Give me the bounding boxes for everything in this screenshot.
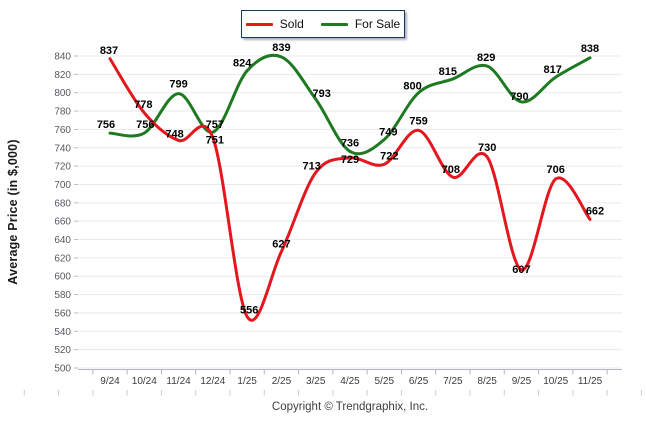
x-tick-label: 9/25 [512,376,532,387]
for-sale-value-label: 817 [544,64,562,76]
for-sale-value-label: 829 [477,52,495,64]
y-tick-label: 600 [54,272,71,283]
y-tick-label: 660 [54,217,71,228]
y-tick-label: 720 [54,162,71,173]
for-sale-line-swatch-icon [320,22,348,26]
sold-value-label: 729 [341,154,359,166]
y-tick-label: 780 [54,107,71,118]
y-tick-label: 560 [54,308,71,319]
x-tick-label: 3/25 [306,376,326,387]
y-tick-label: 680 [54,198,71,209]
y-axis-title: Average Price (in $,000) [6,139,20,284]
sold-value-label: 607 [512,264,530,276]
x-tick-label: 10/24 [132,376,157,387]
for-sale-value-label: 799 [169,79,187,91]
sold-value-label: 713 [303,161,321,173]
copyright-text: Copyright © Trendgraphix, Inc. [271,401,429,413]
y-tick-label: 740 [54,143,71,154]
for-sale-value-label: 790 [510,91,528,103]
for-sale-value-label: 815 [439,66,457,78]
sold-value-label: 627 [272,238,290,250]
y-tick-label: 580 [54,290,71,301]
y-tick-label: 820 [54,70,71,81]
sold-line-swatch-icon [245,22,273,26]
sold-value-label: 662 [586,205,604,217]
for-sale-value-label: 839 [272,42,290,54]
y-tick-label: 500 [54,364,71,375]
y-tick-label: 760 [54,125,71,136]
x-tick-label: 12/24 [200,376,225,387]
x-tick-label: 10/25 [543,376,568,387]
legend: Sold For Sale [241,10,405,38]
for-sale-value-label: 756 [136,119,154,131]
for-sale-value-label: 749 [379,127,397,139]
legend-label-sold: Sold [279,17,304,31]
for-sale-value-label: 793 [313,88,331,100]
for-sale-line [108,53,592,156]
y-tick-label: 620 [54,253,71,264]
y-tick-label: 840 [54,52,71,63]
sold-value-label: 748 [165,128,183,140]
for-sale-value-label: 800 [403,81,421,93]
x-tick-label: 2/25 [272,376,292,387]
gridlines: 500 520 540 560 580 600 620 640 660 680 700 720 740 7… [54,52,622,375]
x-tick-label: 1/25 [237,376,257,387]
sold-value-label: 751 [206,135,224,147]
x-tick-label: 11/25 [578,376,603,387]
sold-line [108,57,592,322]
sold-value-label: 759 [409,115,427,127]
sold-value-label: 778 [134,99,152,111]
for-sale-value-label: 824 [233,58,252,70]
series-lines [108,53,592,322]
sold-value-label: 722 [380,150,398,162]
sold-value-label: 706 [547,164,565,176]
x-tick-label: 5/25 [375,376,395,387]
legend-item-sold: Sold [245,17,304,31]
x-tick-label: 6/25 [409,376,429,387]
x-tick-label: 4/25 [340,376,360,387]
axes: 9/24 10/24 11/24 12/24 1/25 2/25 3/25 4/25 5/25 6… [23,369,642,396]
x-tick-label: 9/24 [100,376,120,387]
x-tick-label: 7/25 [443,376,463,387]
y-tick-label: 540 [54,327,71,338]
y-tick-label: 520 [54,345,71,356]
for-sale-value-label: 838 [581,43,599,55]
legend-item-for-sale: For Sale [320,17,401,31]
x-tick-label: 11/24 [166,376,191,387]
sold-value-label: 708 [442,164,460,176]
y-tick-label: 800 [54,88,71,99]
data-labels: 837 778 748 751 556 627 713 729 722 759 708 730 607 7… [97,42,604,317]
for-sale-value-label: 757 [206,119,224,131]
sold-value-label: 556 [240,305,258,317]
legend-label-for-sale: For Sale [354,17,401,31]
for-sale-value-label: 736 [341,137,359,149]
x-tick-label: 8/25 [477,376,497,387]
for-sale-value-label: 756 [97,119,115,131]
sold-value-label: 730 [478,142,496,154]
sold-value-label: 837 [100,45,118,57]
y-tick-label: 700 [54,180,71,191]
y-tick-label: 640 [54,235,71,246]
